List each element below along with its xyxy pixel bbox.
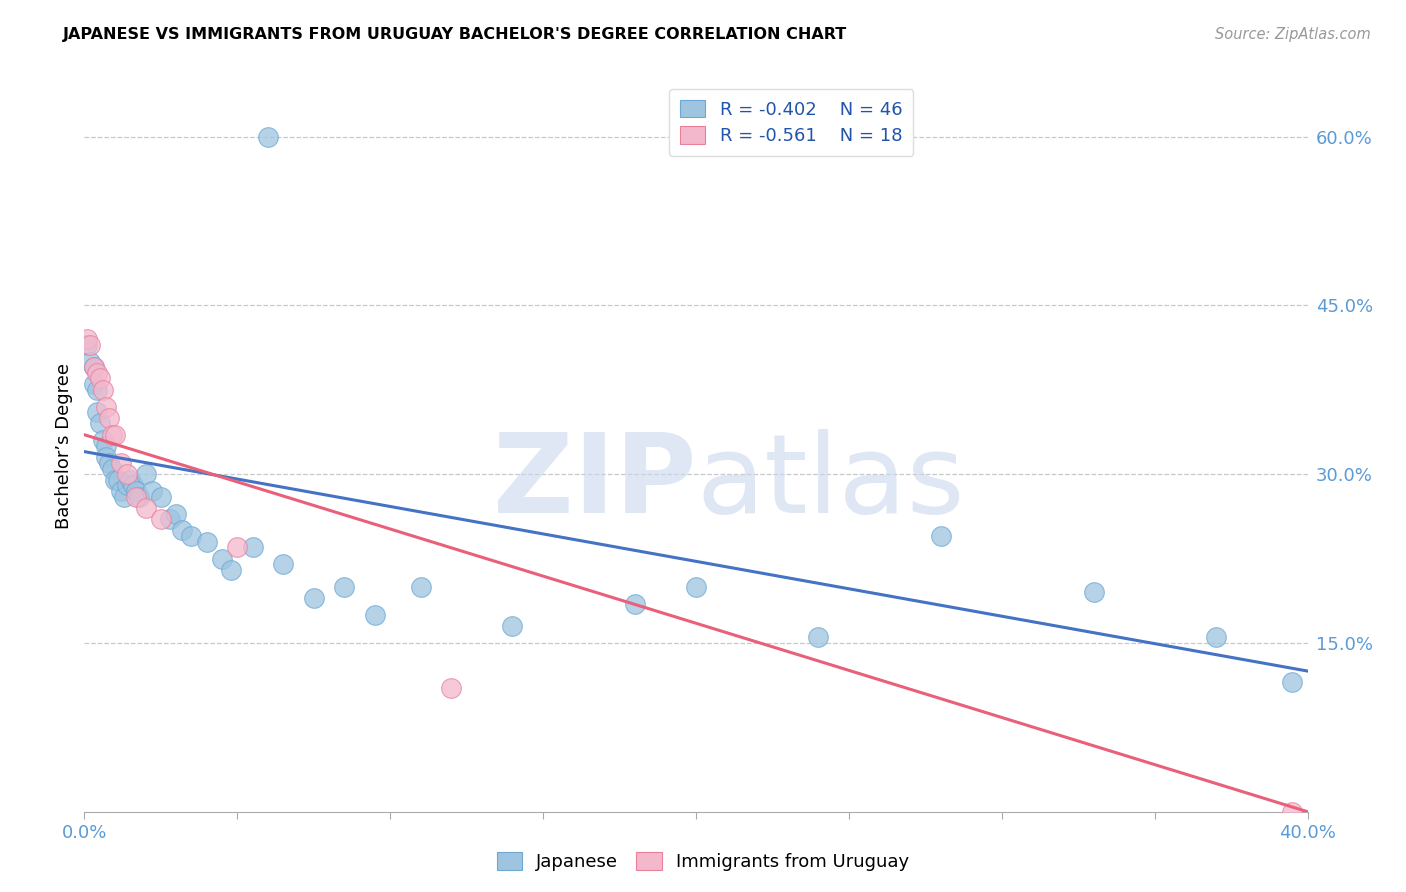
Point (86, 383, 108, 397)
Legend: Japanese, Immigrants from Uruguay: Japanese, Immigrants from Uruguay (489, 846, 917, 879)
Point (159, 512, 181, 526)
Point (226, 541, 249, 555)
Point (122, 478, 145, 492)
Point (104, 427, 127, 442)
Point (685, 580, 707, 594)
Point (83, 360, 105, 375)
Point (141, 483, 163, 498)
Point (86, 366, 108, 380)
Point (97, 410, 120, 425)
Point (219, 563, 242, 577)
Point (110, 456, 132, 470)
Point (76, 332, 98, 346)
Point (440, 681, 463, 695)
Point (135, 467, 157, 482)
Point (115, 478, 138, 492)
Point (112, 490, 135, 504)
Point (104, 473, 127, 487)
Point (807, 630, 830, 644)
Point (1083, 585, 1105, 599)
Point (86, 405, 108, 419)
Point (97, 456, 120, 470)
Point (94, 439, 117, 453)
Point (94, 450, 117, 465)
Point (91, 383, 114, 397)
Point (89, 371, 111, 385)
Point (94, 400, 117, 414)
Point (165, 507, 187, 521)
Text: ZIP: ZIP (492, 429, 696, 536)
Point (83, 377, 105, 392)
Text: JAPANESE VS IMMIGRANTS FROM URUGUAY BACHELOR'S DEGREE CORRELATION CHART: JAPANESE VS IMMIGRANTS FROM URUGUAY BACH… (63, 27, 848, 42)
Point (333, 580, 356, 594)
Point (110, 483, 132, 498)
Point (149, 512, 172, 526)
Point (125, 490, 148, 504)
Point (195, 534, 218, 549)
Point (79, 354, 101, 368)
Point (107, 473, 129, 487)
Point (364, 607, 387, 622)
Point (79, 337, 101, 351)
Point (624, 597, 647, 611)
Point (211, 551, 233, 566)
Point (115, 467, 138, 482)
Point (1281, 805, 1303, 819)
Legend: R = -0.402    N = 46, R = -0.561    N = 18: R = -0.402 N = 46, R = -0.561 N = 18 (669, 89, 914, 156)
Point (172, 524, 194, 538)
Point (101, 427, 124, 442)
Point (929, 529, 952, 543)
Point (83, 360, 105, 375)
Point (128, 490, 150, 504)
Point (120, 473, 142, 487)
Point (1281, 675, 1303, 690)
Point (149, 490, 172, 504)
Point (242, 541, 264, 555)
Point (76, 337, 98, 351)
Point (271, 557, 294, 571)
Point (101, 461, 124, 475)
Point (91, 434, 114, 448)
Point (409, 580, 432, 594)
Point (125, 483, 148, 498)
Point (502, 619, 524, 633)
Point (89, 417, 111, 431)
Point (1205, 630, 1227, 644)
Point (135, 500, 157, 515)
Point (302, 591, 325, 605)
Text: Source: ZipAtlas.com: Source: ZipAtlas.com (1215, 27, 1371, 42)
Y-axis label: Bachelor’s Degree: Bachelor’s Degree (55, 363, 73, 529)
Point (180, 529, 202, 543)
Text: atlas: atlas (696, 429, 965, 536)
Point (257, 129, 280, 144)
